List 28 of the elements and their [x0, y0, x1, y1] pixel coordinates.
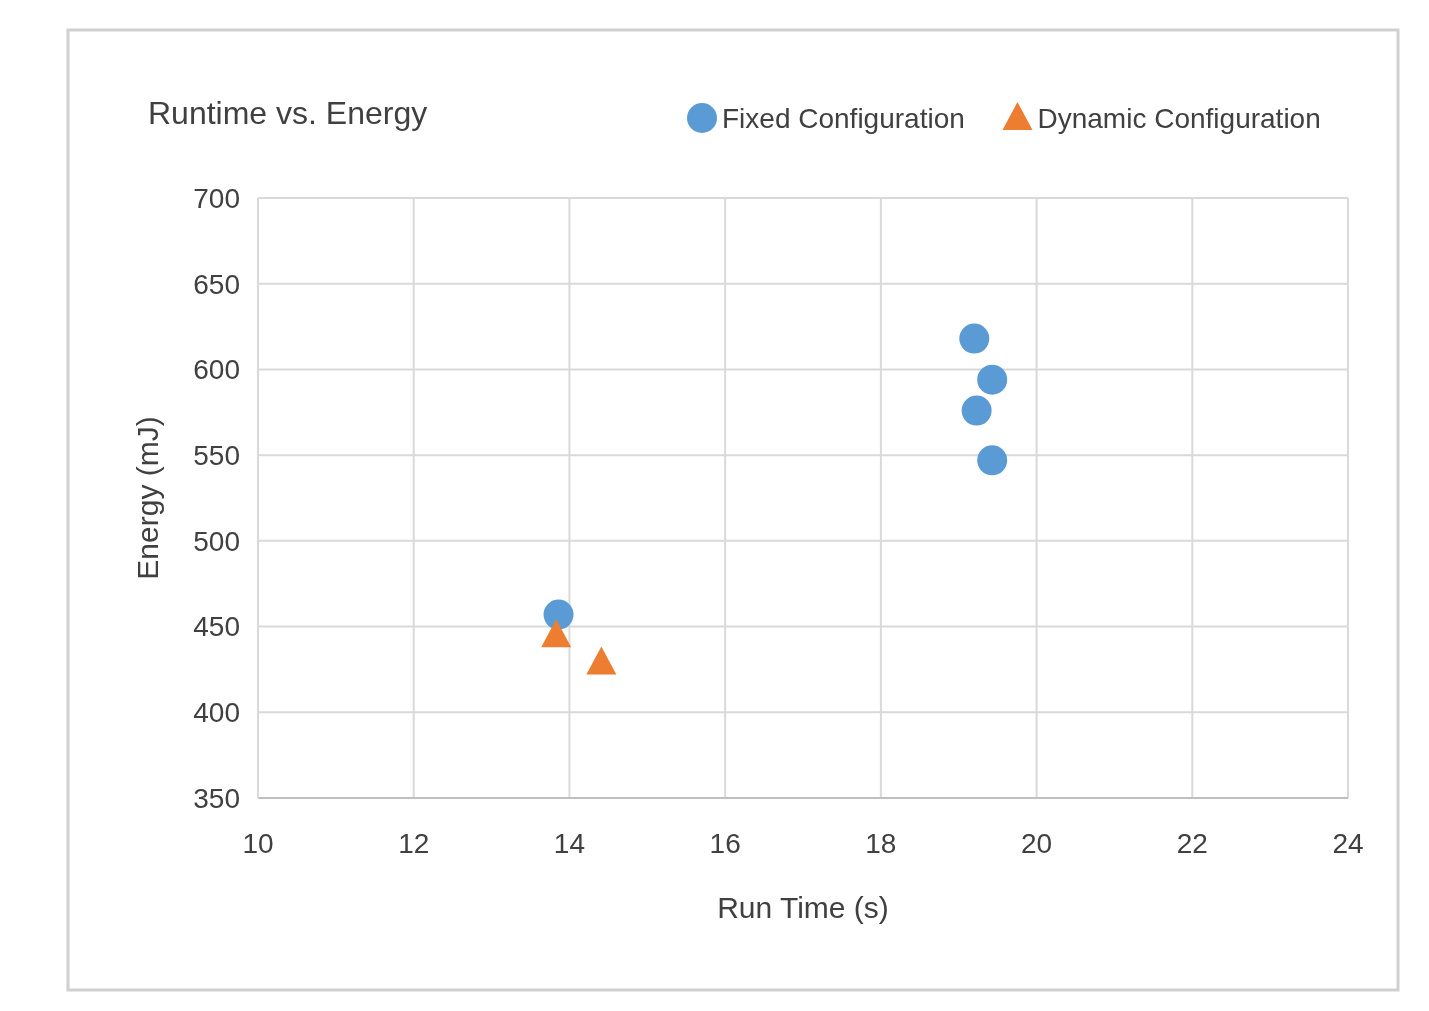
- x-tick-label: 18: [865, 827, 897, 859]
- y-tick-label: 400: [193, 697, 240, 729]
- x-axis-title: Run Time (s): [717, 891, 889, 924]
- y-tick-label: 450: [193, 611, 240, 643]
- x-tick-label: 20: [1020, 827, 1053, 859]
- legend-label: Dynamic Configuration: [1037, 102, 1321, 134]
- point: [961, 395, 992, 426]
- y-axis-title: Energy (mJ): [131, 416, 164, 580]
- point: [977, 445, 1008, 476]
- x-tick-label: 22: [1176, 827, 1208, 859]
- x-tick-label: 16: [709, 827, 741, 859]
- chart-title: Runtime vs. Energy: [148, 95, 428, 132]
- y-tick-label: 550: [193, 439, 240, 471]
- x-tick-label: 14: [553, 827, 586, 859]
- y-tick-label: 700: [193, 182, 240, 214]
- point: [977, 364, 1008, 395]
- y-tick-label: 350: [193, 782, 240, 814]
- x-tick-label: 12: [398, 827, 430, 859]
- x-tick-label: 10: [242, 827, 274, 859]
- point: [959, 323, 990, 354]
- point: [541, 619, 572, 648]
- y-tick-label: 650: [193, 268, 240, 300]
- legend-label: Fixed Configuration: [722, 102, 965, 134]
- y-tick-label: 500: [193, 525, 240, 557]
- y-tick-label: 600: [193, 354, 240, 386]
- x-tick-label: 24: [1332, 827, 1364, 859]
- point: [586, 646, 617, 675]
- point: [543, 599, 574, 630]
